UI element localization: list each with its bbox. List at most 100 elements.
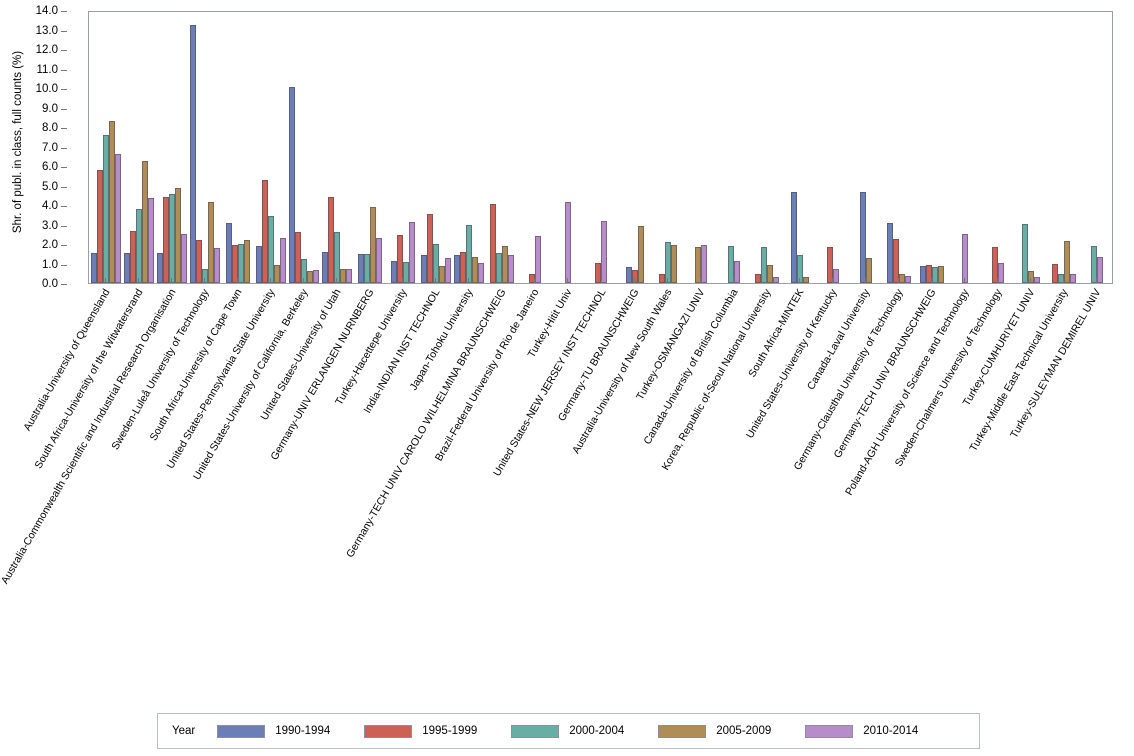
- bar-group: [486, 12, 519, 283]
- bar: [168, 194, 175, 283]
- bar: [595, 262, 602, 283]
- bar-group: [254, 12, 287, 283]
- y-tick-mark: [61, 284, 67, 285]
- bar: [601, 220, 608, 283]
- x-tick-mark: [137, 278, 139, 283]
- bar-group: [618, 12, 651, 283]
- x-tick-mark: [931, 278, 933, 283]
- bar-group: [1081, 12, 1112, 283]
- bar: [920, 266, 927, 283]
- x-tick-mark: [1030, 278, 1032, 283]
- bar-group: [122, 12, 155, 283]
- bar: [225, 222, 232, 283]
- bar-group: [320, 12, 353, 283]
- bar: [339, 269, 346, 283]
- x-tick-mark: [402, 278, 404, 283]
- y-tick-label: 14.0: [35, 5, 58, 17]
- legend-label: 2000-2004: [569, 725, 625, 737]
- bar-group: [816, 12, 849, 283]
- y-tick-label: 11.0: [36, 63, 58, 76]
- x-tick-mark: [865, 278, 867, 283]
- y-tick-mark: [61, 69, 67, 71]
- y-tick-mark: [61, 89, 67, 90]
- bar: [992, 246, 999, 283]
- bar: [1034, 277, 1041, 283]
- bar-group: [982, 12, 1015, 283]
- bar-group: [883, 12, 916, 283]
- bar: [333, 232, 340, 283]
- bar: [535, 236, 542, 283]
- bar: [670, 244, 677, 283]
- bar-group: [651, 12, 684, 283]
- legend-items: 1990-1994 1995-1999 2000-2004 2005-2009 2010…: [217, 724, 952, 738]
- bar: [409, 221, 416, 283]
- bar-group: [783, 12, 816, 283]
- bar: [998, 262, 1005, 283]
- y-tick-mark: [61, 147, 67, 149]
- bar: [926, 265, 933, 283]
- x-tick-mark: [468, 278, 470, 283]
- y-tick-label: 2.0: [42, 239, 58, 251]
- y-tick-label: 7.0: [42, 141, 58, 154]
- bar: [733, 260, 740, 283]
- bar: [962, 234, 969, 283]
- bar: [1064, 241, 1071, 283]
- bar: [96, 169, 103, 283]
- bar: [700, 244, 707, 283]
- bar: [454, 254, 461, 283]
- y-tick-mark: [61, 128, 67, 129]
- bar: [472, 256, 479, 283]
- bar: [887, 222, 894, 283]
- bar: [129, 231, 136, 283]
- legend-label: 1990-1994: [275, 725, 331, 737]
- y-tick-mark: [61, 11, 67, 12]
- y-tick-label: 5.0: [42, 180, 58, 193]
- y-tick-label: 0.0: [42, 278, 58, 290]
- bar: [932, 267, 939, 283]
- legend-swatch: [217, 724, 266, 738]
- legend-item[interactable]: 2000-2004: [511, 724, 625, 738]
- bar: [766, 265, 773, 283]
- legend-label: 1995-1999: [422, 725, 478, 737]
- y-tick-label: 3.0: [42, 219, 58, 232]
- bar: [102, 134, 109, 283]
- bar: [625, 267, 632, 283]
- bar: [427, 213, 434, 283]
- legend-item[interactable]: 1990-1994: [217, 724, 331, 738]
- bar: [772, 277, 779, 283]
- bar: [294, 232, 301, 283]
- legend-title: Year: [172, 725, 196, 737]
- y-tick-label: 10.0: [35, 83, 58, 95]
- bar: [664, 242, 671, 283]
- bar: [312, 270, 319, 283]
- bar: [565, 202, 572, 283]
- bar: [502, 245, 509, 283]
- bar: [832, 269, 839, 283]
- bar: [826, 246, 833, 283]
- y-tick-mark: [61, 264, 67, 266]
- bar: [1028, 271, 1035, 283]
- x-tick-mark: [633, 278, 635, 283]
- bar: [790, 192, 797, 283]
- legend-item[interactable]: 1995-1999: [364, 724, 478, 738]
- bar: [108, 121, 115, 283]
- x-tick-mark: [501, 278, 503, 283]
- x-tick-mark: [104, 278, 106, 283]
- bar-group: [1048, 12, 1081, 283]
- bar: [327, 197, 334, 283]
- bar: [189, 24, 196, 283]
- bar-group: [849, 12, 882, 283]
- bar: [397, 235, 404, 283]
- y-tick-label: 13.0: [35, 24, 58, 37]
- y-tick-mark: [61, 225, 67, 227]
- x-tick-mark: [732, 278, 734, 283]
- x-tick-mark: [1096, 278, 1098, 283]
- x-tick-mark: [567, 278, 569, 283]
- x-tick-mark: [765, 278, 767, 283]
- y-tick-label: 6.0: [42, 161, 58, 173]
- legend-item[interactable]: 2005-2009: [658, 724, 771, 738]
- legend-item[interactable]: 2010-2014: [805, 724, 918, 738]
- bar: [421, 254, 428, 283]
- legend-swatch: [658, 724, 707, 738]
